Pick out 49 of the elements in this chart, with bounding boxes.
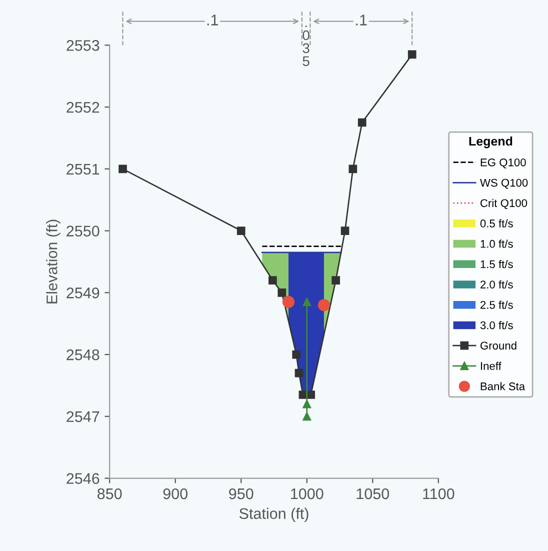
x-tick-label: 1100 [423, 488, 454, 500]
y-tick-label: 2549 [66, 288, 100, 298]
point [236, 226, 246, 235]
point [358, 118, 366, 127]
x-tick-label: 950 [229, 488, 254, 500]
text: .1 [207, 14, 218, 26]
point [282, 296, 295, 308]
y-tick-label: 2547 [66, 411, 100, 422]
point [118, 164, 127, 174]
legend-label: EG Q100 [480, 158, 526, 168]
y-tick-label: 2550 [66, 226, 100, 236]
legend-label: 1.5 ft/s [480, 260, 513, 268]
y-tick-label: 2552 [66, 102, 100, 113]
y-tick-label: 2548 [66, 349, 100, 360]
point [302, 298, 312, 306]
point [348, 164, 358, 174]
point [278, 288, 286, 297]
point [268, 276, 277, 284]
legend-label: 3.0 ft/s [480, 321, 513, 330]
point [306, 390, 315, 399]
y-tick-label: 2551 [66, 164, 100, 175]
y-tick-label: 2553 [66, 40, 100, 51]
point [332, 276, 340, 284]
legend-label: Bank Sta [480, 382, 526, 390]
y-axis-title: Elevation (ft) [46, 220, 60, 304]
legend-title: Legend [469, 136, 512, 148]
point [318, 298, 330, 312]
point [302, 412, 312, 421]
legend-label: Ineff [480, 362, 502, 370]
y-tick-label: 2546 [66, 473, 100, 484]
x-tick-label: 850 [98, 488, 122, 500]
text: .1 [356, 14, 367, 26]
point [294, 368, 304, 378]
x-axis-title: Station (ft) [239, 508, 308, 522]
annotation: .035 [302, 26, 310, 66]
point [340, 226, 350, 235]
legend-label: 2.0 ft/s [480, 280, 513, 288]
legend-label: WS Q100 [480, 178, 528, 189]
legend-label: 2.5 ft/s [480, 300, 513, 309]
legend-label: Ground [480, 341, 516, 350]
point [408, 50, 416, 59]
x-tick-label: 1050 [356, 488, 390, 500]
x-tick-label: 900 [163, 488, 188, 500]
legend-label: 1.0 ft/s [480, 240, 513, 248]
x-tick-label: 1000 [291, 488, 324, 500]
legend-label: 0.5 ft/s [480, 219, 513, 228]
point [302, 400, 312, 408]
point [292, 350, 301, 359]
legend-label: Crit Q100 [480, 198, 528, 210]
